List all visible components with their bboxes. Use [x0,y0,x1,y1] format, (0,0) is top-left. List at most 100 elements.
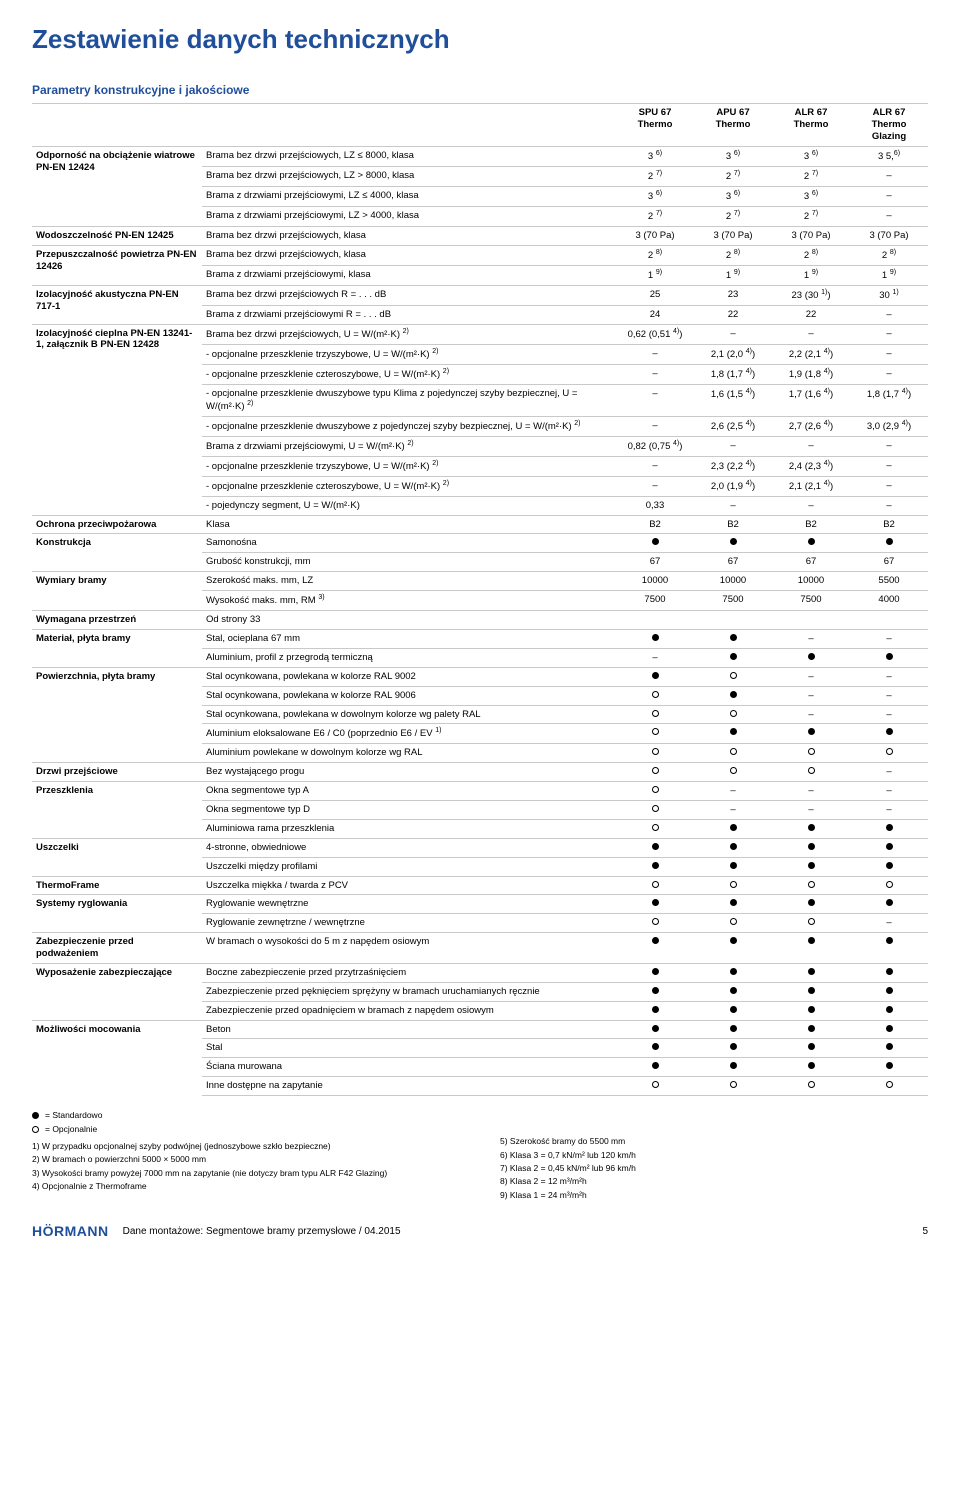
value-cell: 1,8 (1,7 4)) [850,384,928,416]
value-cell: – [772,801,850,820]
value-cell [850,648,928,667]
value-cell [850,744,928,763]
value-cell [616,963,694,982]
value-cell [694,819,772,838]
row-desc: Klasa [202,515,616,534]
value-cell: – [772,630,850,649]
value-cell: – [772,667,850,686]
value-cell [616,1020,694,1039]
value-cell [694,648,772,667]
value-cell [616,534,694,553]
value-cell: 3 6) [694,146,772,166]
value-cell [616,782,694,801]
value-cell: 2,4 (2,3 4)) [772,456,850,476]
value-cell: 2 8) [616,245,694,265]
th-blank-1 [32,104,202,147]
value-cell: 0,62 (0,51 4)) [616,324,694,344]
value-cell [772,963,850,982]
value-cell [616,876,694,895]
row-desc: Samonośna [202,534,616,553]
row-desc: Brama z drzwiami przejściowymi R = . . .… [202,305,616,324]
value-cell [616,744,694,763]
row-desc: Szerokość maks. mm, LZ [202,572,616,591]
value-cell: – [850,705,928,724]
value-cell [616,630,694,649]
value-cell [850,982,928,1001]
value-cell: 10000 [694,572,772,591]
value-cell: 30 1) [850,285,928,305]
footnote: 7) Klasa 2 = 0,45 kN/m² lub 96 km/h [500,1163,928,1174]
value-cell: B2 [772,515,850,534]
value-cell: – [616,384,694,416]
value-cell [850,876,928,895]
value-cell [694,630,772,649]
value-cell [616,933,694,964]
value-cell: – [772,436,850,456]
value-cell [694,667,772,686]
row-desc: Okna segmentowe typ D [202,801,616,820]
value-cell [772,763,850,782]
row-desc: Ryglowanie zewnętrzne / wewnętrzne [202,914,616,933]
value-cell [772,1077,850,1096]
value-cell [616,705,694,724]
footer-logo: HÖRMANN [32,1223,109,1239]
row-desc: Uszczelki między profilami [202,857,616,876]
value-cell: – [850,364,928,384]
footer: HÖRMANN Dane montażowe: Segmentowe bramy… [32,1223,928,1239]
th-blank-2 [202,104,616,147]
value-cell [772,857,850,876]
value-cell: 1,7 (1,6 4)) [772,384,850,416]
row-desc: Brama bez drzwi przejściowych, LZ ≤ 8000… [202,146,616,166]
row-desc: Aluminium powlekane w dowolnym kolorze w… [202,744,616,763]
value-cell: 10000 [616,572,694,591]
value-cell: – [616,364,694,384]
value-cell [694,1001,772,1020]
value-cell: – [772,686,850,705]
page-title: Zestawienie danych technicznych [32,24,928,55]
value-cell [850,857,928,876]
table-row: Wodoszczelność PN-EN 12425Brama bez drzw… [32,226,928,245]
value-cell [616,1058,694,1077]
value-cell [694,914,772,933]
value-cell: – [850,496,928,515]
value-cell [694,1058,772,1077]
group-label: Izolacyjność akustyczna PN-EN 717-1 [32,285,202,324]
row-desc: 4-stronne, obwiedniowe [202,838,616,857]
value-cell: B2 [850,515,928,534]
value-cell: 67 [694,553,772,572]
row-desc: Stal ocynkowana, powlekana w dowolnym ko… [202,705,616,724]
value-cell: – [694,324,772,344]
table-row: Drzwi przejścioweBez wystającego progu– [32,763,928,782]
group-label: Wymiary bramy [32,572,202,611]
row-desc: Stal, ocieplana 67 mm [202,630,616,649]
row-desc: Brama bez drzwi przejściowych, LZ > 8000… [202,166,616,186]
value-cell [694,534,772,553]
value-cell [772,724,850,744]
value-cell: – [772,782,850,801]
footnote: 3) Wysokości bramy powyżej 7000 mm na za… [32,1168,460,1179]
value-cell [616,801,694,820]
value-cell: – [694,782,772,801]
table-row: Odporność na obciążenie wiatrowe PN-EN 1… [32,146,928,166]
value-cell: – [616,416,694,436]
value-cell [694,1077,772,1096]
value-cell: 1,9 (1,8 4)) [772,364,850,384]
table-row: Izolacyjność akustyczna PN-EN 717-1Brama… [32,285,928,305]
value-cell [772,1039,850,1058]
value-cell [616,611,694,630]
value-cell: 3 6) [616,186,694,206]
value-cell: 3 6) [772,186,850,206]
value-cell: 0,82 (0,75 4)) [616,436,694,456]
row-desc: - opcjonalne przeszklenie czteroszybowe,… [202,364,616,384]
value-cell: – [616,648,694,667]
value-cell: 10000 [772,572,850,591]
value-cell: B2 [616,515,694,534]
value-cell: – [850,436,928,456]
value-cell [694,895,772,914]
value-cell [850,534,928,553]
value-cell: 1 9) [694,265,772,285]
group-label: ThermoFrame [32,876,202,895]
group-label: Wyposażenie zabezpieczające [32,963,202,1020]
value-cell [694,876,772,895]
section-header: Parametry konstrukcyjne i jakościowe [32,83,928,97]
